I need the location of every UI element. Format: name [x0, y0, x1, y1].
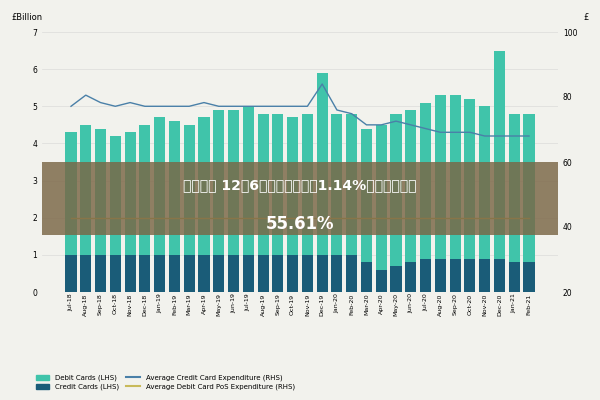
Bar [213, 110, 224, 255]
Text: £Billion: £Billion [11, 12, 42, 22]
Bar [199, 255, 209, 292]
Bar [420, 102, 431, 258]
Bar [317, 73, 328, 255]
Bar [494, 50, 505, 258]
Bar [317, 255, 328, 292]
Bar [346, 114, 357, 255]
Text: 配资平台 12朎6日益丰转唇上涨1.14%，转股溢价率: 配资平台 12朎6日益丰转唇上涨1.14%，转股溢价率 [183, 178, 417, 192]
Bar [125, 255, 136, 292]
Bar [449, 258, 461, 292]
Bar [169, 121, 180, 255]
Bar [361, 128, 372, 262]
Bar [391, 266, 401, 292]
Bar [405, 262, 416, 292]
Bar [257, 255, 269, 292]
Bar [184, 255, 195, 292]
Bar [405, 110, 416, 262]
Bar [479, 258, 490, 292]
Bar [449, 95, 461, 258]
Bar [243, 106, 254, 255]
Bar [302, 255, 313, 292]
Bar [376, 270, 387, 292]
Bar [272, 255, 283, 292]
Bar [523, 114, 535, 262]
Bar [80, 255, 91, 292]
Bar [80, 125, 91, 255]
Bar [154, 118, 165, 255]
Bar [331, 114, 343, 255]
Bar [243, 255, 254, 292]
Bar [169, 255, 180, 292]
Bar [213, 255, 224, 292]
Bar [464, 258, 475, 292]
Bar [494, 258, 505, 292]
Bar [95, 128, 106, 255]
Bar [42, 162, 558, 235]
Bar [509, 114, 520, 262]
Bar [154, 255, 165, 292]
Bar [361, 262, 372, 292]
Bar [95, 255, 106, 292]
Bar [257, 114, 269, 255]
Bar [509, 262, 520, 292]
Bar [65, 132, 77, 255]
Bar [184, 125, 195, 255]
Bar [287, 118, 298, 255]
Bar [199, 118, 209, 255]
Bar [302, 114, 313, 255]
Bar [110, 136, 121, 255]
Bar [272, 114, 283, 255]
Bar [139, 125, 151, 255]
Bar [331, 255, 343, 292]
Bar [228, 255, 239, 292]
Bar [435, 95, 446, 258]
Bar [523, 262, 535, 292]
Bar [464, 99, 475, 258]
Bar [228, 110, 239, 255]
Bar [110, 255, 121, 292]
Bar [420, 258, 431, 292]
Bar [139, 255, 151, 292]
Bar [346, 255, 357, 292]
Text: £: £ [584, 12, 589, 22]
Bar [125, 132, 136, 255]
Bar [376, 125, 387, 270]
Text: 55.61%: 55.61% [266, 215, 334, 233]
Bar [479, 106, 490, 258]
Bar [435, 258, 446, 292]
Bar [65, 255, 77, 292]
Bar [391, 114, 401, 266]
Legend: Debit Cards (LHS), Credit Cards (LHS), Average Credit Card Expenditure (RHS), Av: Debit Cards (LHS), Credit Cards (LHS), A… [34, 372, 297, 392]
Bar [287, 255, 298, 292]
